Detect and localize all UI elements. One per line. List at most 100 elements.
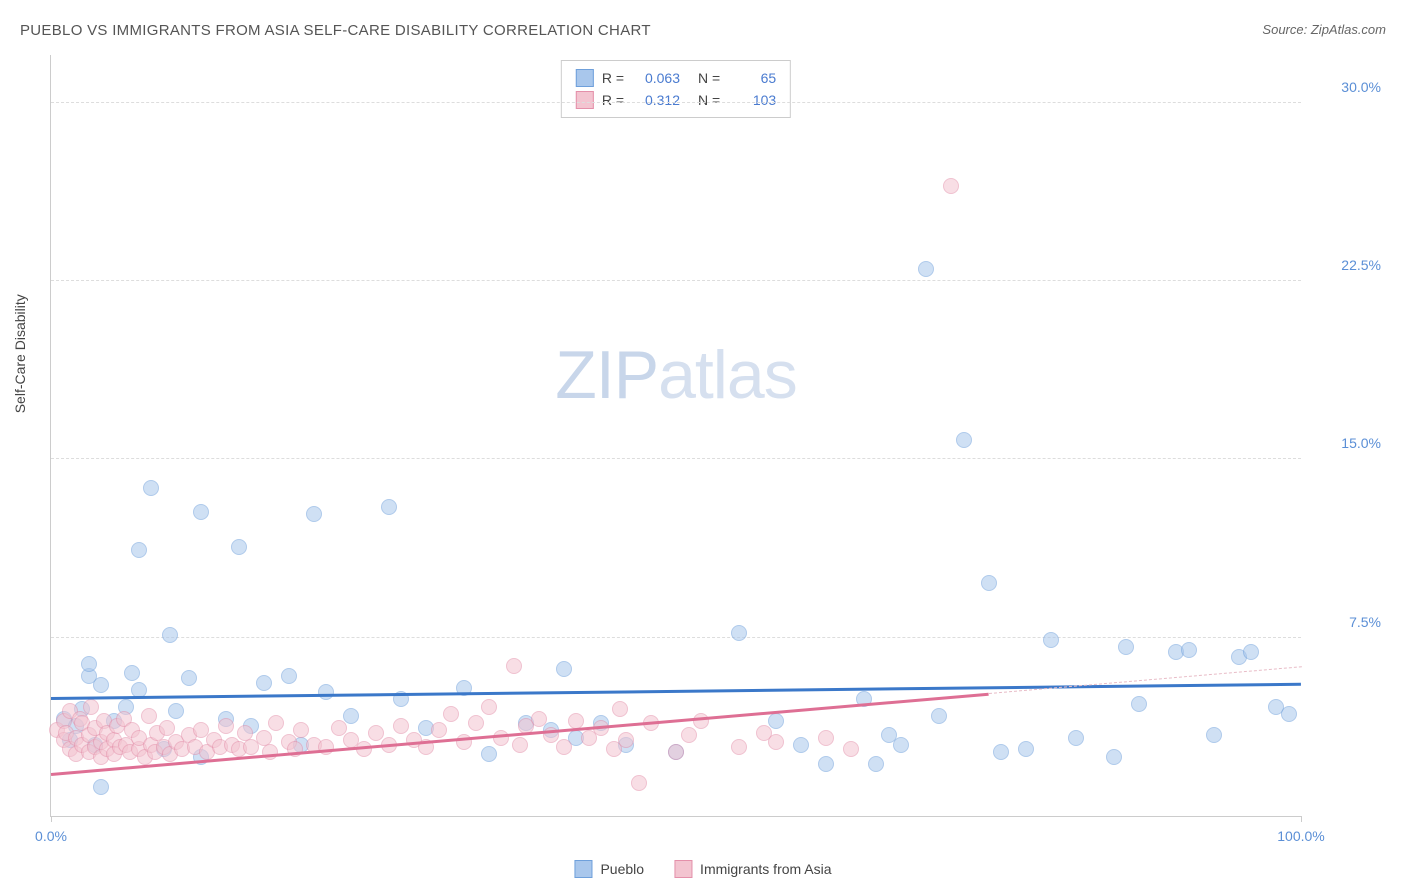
scatter-point — [618, 732, 634, 748]
scatter-point — [1131, 696, 1147, 712]
y-tick-label: 7.5% — [1311, 614, 1381, 630]
legend-swatch — [574, 860, 592, 878]
scatter-point — [768, 734, 784, 750]
scatter-point — [381, 499, 397, 515]
scatter-point — [631, 775, 647, 791]
scatter-point — [731, 739, 747, 755]
scatter-point — [506, 658, 522, 674]
scatter-point — [318, 684, 334, 700]
scatter-point — [568, 713, 584, 729]
gridline — [51, 102, 1301, 103]
scatter-point — [993, 744, 1009, 760]
trend-line-extension — [988, 666, 1301, 694]
scatter-point — [868, 756, 884, 772]
scatter-point — [81, 656, 97, 672]
source-label: Source: — [1262, 22, 1307, 37]
scatter-point — [181, 670, 197, 686]
scatter-point — [956, 432, 972, 448]
plot-region: ZIPatlas R =0.063N =65R =0.312N =103 7.5… — [50, 55, 1301, 817]
x-tick-label: 0.0% — [35, 828, 67, 844]
scatter-point — [768, 713, 784, 729]
scatter-point — [256, 675, 272, 691]
scatter-point — [1118, 639, 1134, 655]
scatter-point — [131, 542, 147, 558]
gridline — [51, 458, 1301, 459]
scatter-point — [1181, 642, 1197, 658]
scatter-point — [262, 744, 278, 760]
y-tick-label: 22.5% — [1311, 257, 1381, 273]
x-tick — [1301, 816, 1302, 822]
scatter-point — [493, 730, 509, 746]
scatter-point — [1206, 727, 1222, 743]
scatter-point — [93, 779, 109, 795]
scatter-point — [356, 741, 372, 757]
scatter-point — [443, 706, 459, 722]
scatter-point — [843, 741, 859, 757]
scatter-point — [1018, 741, 1034, 757]
y-axis-label: Self-Care Disability — [12, 294, 28, 413]
scatter-point — [556, 739, 572, 755]
scatter-point — [1068, 730, 1084, 746]
scatter-point — [481, 746, 497, 762]
x-tick-label: 100.0% — [1277, 828, 1324, 844]
legend: Pueblo Immigrants from Asia — [574, 860, 831, 878]
scatter-point — [281, 668, 297, 684]
scatter-point — [318, 739, 334, 755]
scatter-point — [793, 737, 809, 753]
scatter-point — [981, 575, 997, 591]
watermark: ZIPatlas — [555, 336, 796, 414]
scatter-point — [141, 708, 157, 724]
source-value: ZipAtlas.com — [1311, 22, 1386, 37]
scatter-point — [193, 504, 209, 520]
legend-label: Pueblo — [600, 861, 644, 877]
scatter-point — [143, 480, 159, 496]
stats-swatch — [576, 69, 594, 87]
stat-r-value: 0.063 — [632, 70, 680, 86]
legend-item: Immigrants from Asia — [674, 860, 831, 878]
stat-r-value: 0.312 — [632, 92, 680, 108]
scatter-point — [343, 708, 359, 724]
scatter-point — [231, 539, 247, 555]
scatter-point — [818, 730, 834, 746]
scatter-point — [1106, 749, 1122, 765]
stat-n-label: N = — [698, 92, 720, 108]
trend-line — [51, 683, 1301, 700]
scatter-point — [393, 718, 409, 734]
scatter-point — [1281, 706, 1297, 722]
scatter-point — [668, 744, 684, 760]
scatter-point — [293, 722, 309, 738]
stat-r-label: R = — [602, 70, 624, 86]
stats-box: R =0.063N =65R =0.312N =103 — [561, 60, 791, 118]
gridline — [51, 637, 1301, 638]
scatter-point — [168, 703, 184, 719]
scatter-point — [818, 756, 834, 772]
scatter-point — [93, 677, 109, 693]
scatter-point — [218, 718, 234, 734]
chart-title: PUEBLO VS IMMIGRANTS FROM ASIA SELF-CARE… — [20, 22, 651, 39]
scatter-point — [612, 701, 628, 717]
watermark-light: atlas — [658, 337, 797, 413]
scatter-point — [1043, 632, 1059, 648]
scatter-point — [1243, 644, 1259, 660]
source-attribution: Source: ZipAtlas.com — [1262, 22, 1386, 37]
legend-label: Immigrants from Asia — [700, 861, 831, 877]
scatter-point — [943, 178, 959, 194]
y-tick-label: 30.0% — [1311, 79, 1381, 95]
x-tick — [51, 816, 52, 822]
stats-row: R =0.312N =103 — [576, 89, 776, 111]
scatter-point — [268, 715, 284, 731]
scatter-point — [693, 713, 709, 729]
scatter-point — [931, 708, 947, 724]
y-tick-label: 15.0% — [1311, 435, 1381, 451]
gridline — [51, 280, 1301, 281]
scatter-point — [162, 627, 178, 643]
scatter-point — [306, 506, 322, 522]
scatter-point — [681, 727, 697, 743]
scatter-point — [481, 699, 497, 715]
scatter-point — [468, 715, 484, 731]
scatter-point — [83, 699, 99, 715]
stats-row: R =0.063N =65 — [576, 67, 776, 89]
stat-r-label: R = — [602, 92, 624, 108]
scatter-point — [893, 737, 909, 753]
stat-n-label: N = — [698, 70, 720, 86]
